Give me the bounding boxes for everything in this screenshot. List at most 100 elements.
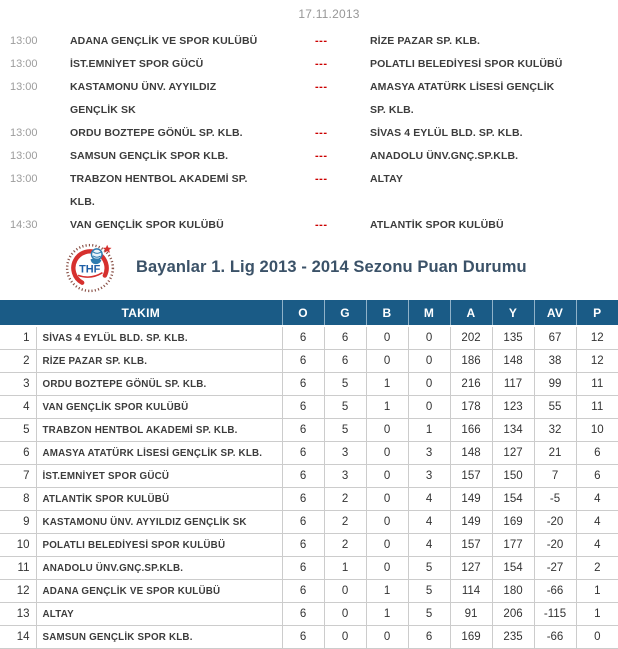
stat-won-cell: 0 (323, 602, 367, 626)
standings-row: 4 VAN GENÇLİK SPOR KULÜBÜ 6 5 1 0 178 12… (0, 395, 618, 419)
stat-drawn-cell: 0 (365, 349, 409, 373)
fixture-home-team: SAMSUN GENÇLİK SPOR KLB. (70, 150, 229, 162)
stat-played-cell: 6 (281, 579, 325, 603)
stat-goals-for-cell: 202 (449, 326, 493, 350)
stat-won-cell: 2 (323, 510, 367, 534)
fixture-away-team: SİVAS 4 EYLÜL BLD. SP. KLB. (370, 127, 523, 139)
fixture-home-team: VAN GENÇLİK SPOR KULÜBÜ (70, 219, 224, 231)
stat-drawn-cell: 1 (365, 395, 409, 419)
stat-played-cell: 6 (281, 372, 325, 396)
fixture-away-team: RİZE PAZAR SP. KLB. (370, 35, 481, 47)
standings-row: 3 ORDU BOZTEPE GÖNÜL SP. KLB. 6 5 1 0 21… (0, 372, 618, 396)
stat-won-cell: 5 (323, 395, 367, 419)
stat-lost-cell: 5 (407, 556, 451, 580)
stat-goals-for-cell: 91 (449, 602, 493, 626)
stat-goal-diff-cell: 7 (533, 464, 577, 488)
stat-goal-diff-cell: 32 (533, 418, 577, 442)
stat-goals-against-cell: 206 (491, 602, 535, 626)
stat-drawn-cell: 0 (365, 510, 409, 534)
stat-points-cell: 4 (575, 510, 618, 534)
fixture-time: 13:00 (10, 81, 38, 93)
standings-row: 7 İST.EMNİYET SPOR GÜCÜ 6 3 0 3 157 150 … (0, 464, 618, 488)
fixture-away-team: AMASYA ATATÜRK LİSESİ GENÇLİK SP. KLB. (370, 81, 555, 116)
stat-drawn-cell: 0 (365, 556, 409, 580)
fixture-away-team: POLATLI BELEDİYESİ SPOR KULÜBÜ (370, 58, 563, 70)
stat-drawn-cell: 0 (365, 464, 409, 488)
rank-cell: 8 (0, 487, 36, 511)
col-header-goals-for: A (449, 300, 493, 327)
standings-header-row: THF Bayanlar 1. Lig 2013 - 2014 Sezonu P… (64, 240, 618, 294)
rank-cell: 6 (0, 441, 36, 465)
stat-goals-against-cell: 134 (491, 418, 535, 442)
fixture-home-team: İST.EMNİYET SPOR GÜCÜ (70, 58, 204, 70)
stat-goal-diff-cell: -115 (533, 602, 577, 626)
stat-goals-for-cell: 149 (449, 510, 493, 534)
stat-drawn-cell: 1 (365, 372, 409, 396)
stat-lost-cell: 4 (407, 487, 451, 511)
fixture-row: 13:00 SAMSUN GENÇLİK SPOR KLB. --- ANADO… (0, 145, 618, 168)
stat-won-cell: 5 (323, 418, 367, 442)
team-name-cell: ORDU BOZTEPE GÖNÜL SP. KLB. (35, 372, 283, 396)
rank-cell: 9 (0, 510, 36, 534)
fixture-row: 13:00 KASTAMONU ÜNV. AYYILDIZ GENÇLİK SK… (0, 76, 618, 122)
stat-goal-diff-cell: -5 (533, 487, 577, 511)
stat-won-cell: 1 (323, 556, 367, 580)
stat-goals-against-cell: 235 (491, 625, 535, 649)
rank-cell: 1 (0, 326, 36, 350)
stat-goal-diff-cell: -27 (533, 556, 577, 580)
stat-goal-diff-cell: 99 (533, 372, 577, 396)
standings-row: 13 ALTAY 6 0 1 5 91 206 -115 1 (0, 602, 618, 626)
fixture-time: 13:00 (10, 150, 38, 162)
stat-points-cell: 1 (575, 579, 618, 603)
stat-points-cell: 0 (575, 625, 618, 649)
stat-lost-cell: 5 (407, 602, 451, 626)
stat-goals-for-cell: 166 (449, 418, 493, 442)
fixture-separator: --- (315, 58, 328, 70)
stat-lost-cell: 1 (407, 418, 451, 442)
stat-goals-for-cell: 157 (449, 464, 493, 488)
fixture-separator: --- (315, 35, 328, 47)
fixture-away-team: ALTAY (370, 173, 403, 185)
page-title: Bayanlar 1. Lig 2013 - 2014 Sezonu Puan … (136, 257, 527, 276)
rank-cell: 4 (0, 395, 36, 419)
fixture-away-team: ATLANTİK SPOR KULÜBÜ (370, 219, 504, 231)
fixture-home-team: ADANA GENÇLİK VE SPOR KULÜBÜ (70, 35, 258, 47)
stat-lost-cell: 0 (407, 372, 451, 396)
fixture-separator: --- (315, 127, 328, 139)
stat-drawn-cell: 0 (365, 441, 409, 465)
rank-cell: 2 (0, 349, 36, 373)
stat-points-cell: 11 (575, 372, 618, 396)
stat-drawn-cell: 0 (365, 326, 409, 350)
stat-goal-diff-cell: -66 (533, 625, 577, 649)
stat-played-cell: 6 (281, 464, 325, 488)
stat-points-cell: 6 (575, 441, 618, 465)
stat-lost-cell: 4 (407, 510, 451, 534)
stat-goals-for-cell: 157 (449, 533, 493, 557)
rank-cell: 5 (0, 418, 36, 442)
stat-lost-cell: 6 (407, 625, 451, 649)
rank-cell: 7 (0, 464, 36, 488)
stat-won-cell: 6 (323, 349, 367, 373)
fixture-time: 13:00 (10, 35, 38, 47)
logo-ball (90, 248, 103, 261)
team-name-cell: SİVAS 4 EYLÜL BLD. SP. KLB. (35, 326, 283, 350)
col-header-points: P (575, 300, 618, 327)
stat-points-cell: 4 (575, 533, 618, 557)
rank-cell: 13 (0, 602, 36, 626)
stat-played-cell: 6 (281, 533, 325, 557)
stat-points-cell: 1 (575, 602, 618, 626)
team-name-cell: SAMSUN GENÇLİK SPOR KLB. (35, 625, 283, 649)
team-name-cell: ADANA GENÇLİK VE SPOR KULÜBÜ (35, 579, 283, 603)
stat-goals-for-cell: 114 (449, 579, 493, 603)
stat-goals-against-cell: 169 (491, 510, 535, 534)
stat-points-cell: 4 (575, 487, 618, 511)
stat-drawn-cell: 0 (365, 418, 409, 442)
fixture-row: 13:00 İST.EMNİYET SPOR GÜCÜ --- POLATLI … (0, 53, 618, 76)
fixture-time: 13:00 (10, 127, 38, 139)
stat-drawn-cell: 0 (365, 487, 409, 511)
stat-played-cell: 6 (281, 625, 325, 649)
standings-row: 2 RİZE PAZAR SP. KLB. 6 6 0 0 186 148 38… (0, 349, 618, 373)
rank-cell: 12 (0, 579, 36, 603)
stat-won-cell: 5 (323, 372, 367, 396)
standings-row: 12 ADANA GENÇLİK VE SPOR KULÜBÜ 6 0 1 5 … (0, 579, 618, 603)
